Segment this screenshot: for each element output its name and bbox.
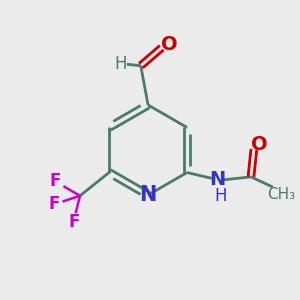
Text: F: F — [68, 213, 80, 231]
Text: CH₃: CH₃ — [267, 187, 296, 202]
Text: N: N — [209, 170, 226, 189]
Text: O: O — [161, 35, 177, 54]
Text: F: F — [50, 172, 61, 190]
Text: F: F — [48, 196, 59, 214]
Text: N: N — [140, 185, 157, 205]
Text: O: O — [251, 135, 268, 154]
Text: H: H — [214, 187, 227, 205]
Text: H: H — [114, 55, 127, 73]
